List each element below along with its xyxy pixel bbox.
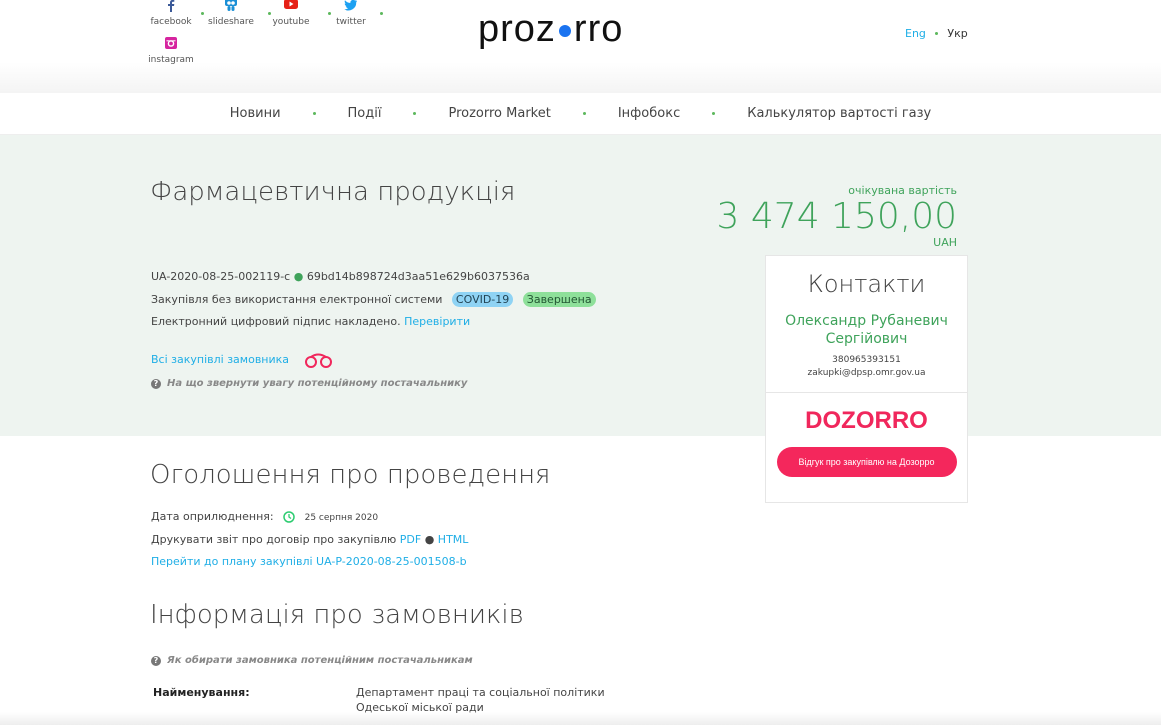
buyers-title: Інформація про замовників <box>150 600 524 630</box>
nav-gas-calculator[interactable]: Калькулятор вартості газу <box>747 106 932 121</box>
verify-link[interactable]: Перевірити <box>404 315 471 328</box>
youtube-icon <box>284 0 298 9</box>
contact-phone: 380965393151 <box>832 355 901 365</box>
social-slideshare[interactable]: slideshare <box>208 0 254 38</box>
expected-value-label: очікувана вартість <box>848 184 957 197</box>
clock-icon <box>283 511 295 523</box>
procurement-method: Закупівля без використання електронної с… <box>151 293 443 306</box>
nav-infobox[interactable]: Інфобокс <box>617 106 681 121</box>
instagram-icon <box>165 37 177 49</box>
publication-date: 25 серпня 2020 <box>304 513 379 523</box>
covid-badge: COVID-19 <box>451 292 514 307</box>
contact-email: zakupki@dpsp.omr.gov.ua <box>807 368 926 378</box>
signature-line: Електронний цифровий підпис накладено. П… <box>151 315 471 328</box>
contact-name: Олександр Рубаневич Сергійович <box>785 313 948 347</box>
lang-ukr[interactable]: Укр <box>947 27 968 40</box>
slideshare-icon <box>225 0 237 11</box>
lang-eng[interactable]: Eng <box>905 27 926 40</box>
all-buyer-tenders-link[interactable]: Всі закупівлі замовника <box>151 353 290 366</box>
buyer-hint[interactable]: ? Як обирати замовника потенційним постач… <box>151 655 473 666</box>
question-icon: ? <box>151 656 161 666</box>
plan-line: Перейти до плану закупівлі UA-P-2020-08-… <box>151 555 467 568</box>
bottom-fade <box>0 712 1161 725</box>
separator-dot <box>582 112 586 115</box>
print-report-line: Друкувати звіт про договір про закупівлю… <box>151 533 469 546</box>
contacts-title: Контакти <box>807 270 926 298</box>
twitter-icon <box>344 0 358 11</box>
contacts-card: Контакти Олександр Рубаневич Сергійович … <box>765 255 968 503</box>
nav-market[interactable]: Prozorro Market <box>448 106 551 121</box>
tender-method-line: Закупівля без використання електронної с… <box>151 292 596 307</box>
tender-id-line: UA-2020-08-25-002119-c ● 69bd14b898724d3… <box>151 270 530 283</box>
language-switcher: Eng Укр <box>905 27 968 40</box>
dozorro-logo: DOZORRO <box>805 407 928 434</box>
facebook-icon <box>168 0 175 12</box>
currency: UAH <box>933 236 957 249</box>
tender-id: UA-2020-08-25-002119-c <box>151 270 291 283</box>
buyer-name-value: Департамент праці та соціальної політики… <box>356 686 605 714</box>
binoculars-icon[interactable] <box>303 352 335 368</box>
social-youtube[interactable]: youtube <box>268 0 314 38</box>
html-link[interactable]: HTML <box>437 533 469 546</box>
nav-events[interactable]: Події <box>347 106 382 121</box>
announcement-title: Оголошення про проведення <box>150 460 551 490</box>
prozorro-logo[interactable]: proz rro <box>478 8 624 50</box>
main-nav: Новини Події Prozorro Market Інфобокс Ка… <box>0 93 1161 135</box>
social-instagram[interactable]: instagram <box>148 37 194 76</box>
separator-dot <box>312 112 316 115</box>
separator-dot <box>201 12 204 15</box>
social-twitter[interactable]: twitter <box>328 0 374 38</box>
tender-hash: 69bd14b898724d3aa51e629b6037536a <box>306 270 530 283</box>
separator-dot <box>268 12 271 15</box>
supplier-hint[interactable]: ? На що звернути увагу потенційному поста… <box>151 378 467 389</box>
separator-dot <box>328 12 331 15</box>
social-facebook[interactable]: facebook <box>148 0 194 38</box>
pdf-link[interactable]: PDF <box>399 533 422 546</box>
bullet: ● <box>424 533 435 546</box>
buyer-name-label: Найменування: <box>153 686 250 699</box>
plan-link[interactable]: Перейти до плану закупівлі UA-P-2020-08-… <box>151 555 467 568</box>
tender-title: Фармацевтична продукція <box>150 177 516 207</box>
all-tenders-line: Всі закупівлі замовника <box>151 352 335 368</box>
separator-dot <box>413 112 417 115</box>
separator-dot <box>380 12 383 15</box>
status-badge: Завершена <box>522 292 596 307</box>
divider <box>766 392 967 393</box>
nav-news[interactable]: Новини <box>229 106 281 121</box>
question-icon: ? <box>151 379 161 389</box>
separator-dot <box>712 112 716 115</box>
logo-dot <box>558 24 571 37</box>
bullet: ● <box>293 270 304 283</box>
publication-date-line: Дата оприлюднення: 25 серпня 2020 <box>151 510 379 523</box>
dozorro-review-button[interactable]: Відгук про закупівлю на Дозорро <box>776 447 957 477</box>
header: facebook slideshare youtube twitter inst… <box>0 0 1161 93</box>
separator-dot <box>935 32 938 35</box>
expected-value: 3 474 150,00 <box>716 196 957 237</box>
social-links: facebook slideshare youtube twitter inst… <box>148 0 408 76</box>
